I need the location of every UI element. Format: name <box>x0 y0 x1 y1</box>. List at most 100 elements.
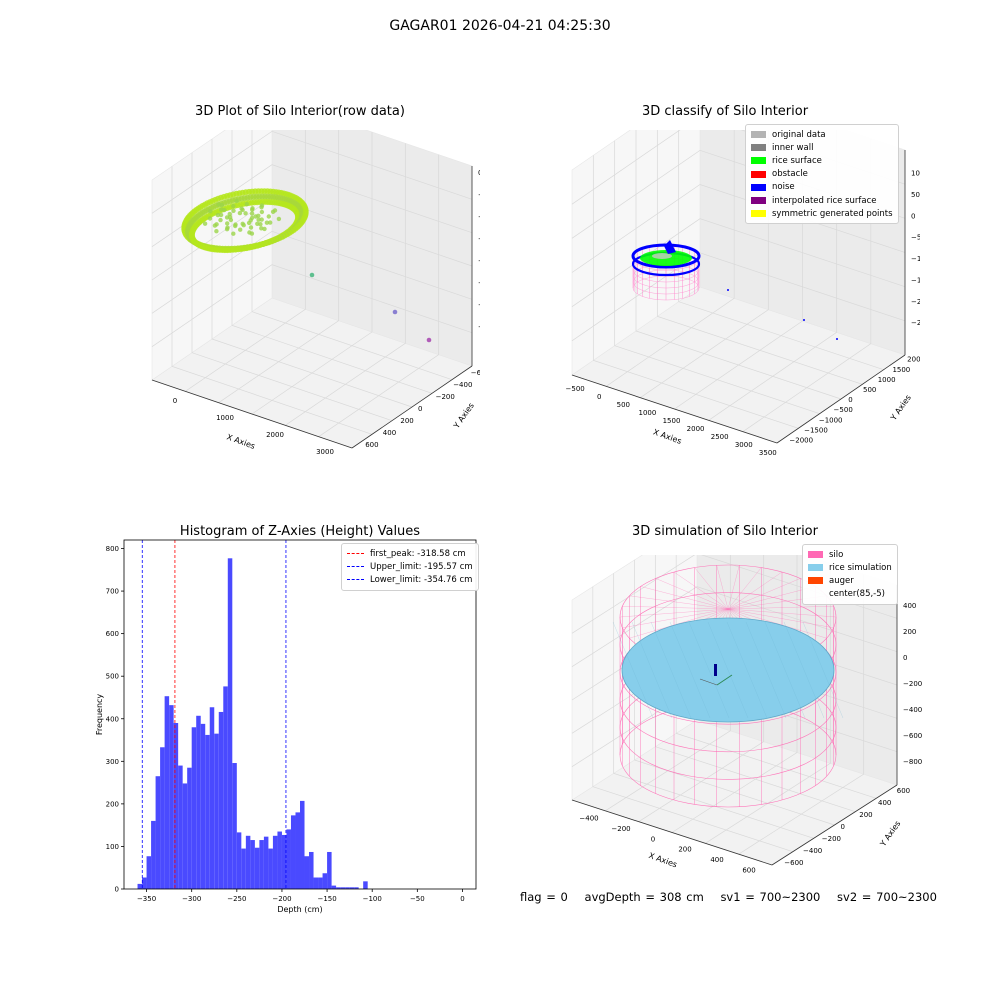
histogram-bar <box>178 765 183 889</box>
panel1-inner-point <box>256 217 261 222</box>
panel2-y-axis-label: Y Axies <box>888 393 913 423</box>
histogram-legend-label: first_peak: -318.58 cm <box>370 548 466 559</box>
silo-roof-line <box>716 565 729 610</box>
panel1-z-tick-label: −250 <box>478 191 480 199</box>
panel4-x-tick-label: 200 <box>678 846 691 854</box>
panel1-y-tick-label: 200 <box>400 417 413 425</box>
panel2-z-tick-label: 0 <box>911 212 915 220</box>
histogram-bar <box>277 831 282 889</box>
panel1-y-axis-line <box>351 365 473 449</box>
histogram-y-tick-label: 200 <box>106 800 119 808</box>
panel2-z-tick-label: −1000 <box>911 255 920 263</box>
histogram-legend-item: first_peak: -318.58 cm <box>347 547 473 560</box>
panel1-inner-point <box>207 216 213 221</box>
histogram-bar <box>263 836 269 889</box>
auger-arm <box>716 674 733 686</box>
panel2-legend-item: rice surface <box>751 154 893 167</box>
histogram-bar <box>218 711 224 889</box>
panel1-inner-point <box>227 215 233 220</box>
panel4-z-tick-label: 400 <box>903 602 916 610</box>
panel1-inner-point <box>244 202 249 207</box>
histogram-x-tick-label: −350 <box>137 895 156 903</box>
histogram-y-tick-label: 100 <box>106 843 119 851</box>
panel4-z-tick-label: −800 <box>903 758 922 766</box>
panel2-z-tick-label: −500 <box>911 234 920 242</box>
panel2-x-tick-label: 1000 <box>638 409 656 417</box>
panel2-z-tick-label: −2000 <box>911 298 920 306</box>
panel1-inner-point <box>253 214 258 219</box>
panel4-legend-swatch <box>808 564 823 572</box>
panel1-box <box>151 130 473 449</box>
histogram-bar <box>254 847 260 889</box>
panel2-legend-item: interpolated rice surface <box>751 194 893 207</box>
histogram-bar <box>363 881 368 889</box>
histogram-legend-line <box>347 566 364 568</box>
silo-roof-line <box>629 595 729 610</box>
histogram-bar <box>209 707 215 889</box>
panel1-inner-point <box>233 222 238 227</box>
histogram-x-tick-label: −150 <box>317 895 336 903</box>
histogram-bar <box>340 887 346 889</box>
histogram-bar <box>155 776 161 889</box>
histogram-bar <box>345 887 350 889</box>
panel1-inner-point <box>248 218 253 223</box>
histogram-y-tick-label: 0 <box>115 886 119 894</box>
panel1-inner-point <box>214 222 219 227</box>
panel1-3d-plot: 01000200030006004002000−200−400−6000−250… <box>151 130 480 456</box>
histogram-bar <box>245 835 251 889</box>
panel1-inner-point <box>259 209 265 215</box>
panel1-inner-point <box>222 207 227 213</box>
panel2-legend-item: inner wall <box>751 141 893 154</box>
panel1-inner-point <box>250 207 255 212</box>
panel1-z-tick-label: 0 <box>478 169 480 177</box>
panel4-x-tick-label: −200 <box>611 825 630 833</box>
panel4-legend-swatch <box>808 591 823 598</box>
panel1-inner-point <box>231 231 236 236</box>
histogram-x-tick-label: −250 <box>227 895 246 903</box>
panel4-x-tick-label: 600 <box>742 867 755 875</box>
silo-roof-line <box>727 571 783 610</box>
panel4-y-tick-label: 600 <box>897 787 910 795</box>
panel2-grid <box>678 130 884 370</box>
histogram-bar <box>327 851 332 889</box>
histogram-bar <box>250 840 255 889</box>
panel4-legend-label: silo <box>829 549 844 560</box>
histogram-bar <box>182 783 188 889</box>
panel2-y-tick-label: −500 <box>834 406 853 414</box>
panel1-inner-point <box>259 205 264 210</box>
rice-simulation-grid <box>745 621 787 719</box>
panel4-grid <box>675 555 877 799</box>
status-avg-depth: avgDepth = 308 cm <box>584 890 704 904</box>
panel4-legend-item: silo <box>808 548 892 561</box>
panel1-inner-point <box>225 225 230 230</box>
status-sv2: sv2 = 700~2300 <box>837 890 937 904</box>
silo-roof-line <box>622 606 729 610</box>
rice-simulation-grid <box>707 621 749 719</box>
status-sv1: sv1 = 700~2300 <box>720 890 821 904</box>
panel4-legend-swatch <box>808 551 823 559</box>
histogram-bar <box>214 733 219 889</box>
panel4-legend: silo rice simulation auger center(85,-5) <box>802 544 898 605</box>
panel4-legend-label: center(85,-5) <box>829 589 885 600</box>
panel4-y-axis-label: Y Axies <box>878 819 903 849</box>
panel1-y-tick-label: −400 <box>453 381 472 389</box>
panel1-inner-point <box>214 229 219 234</box>
figure-title: GAGAR01 2026-04-21 04:25:30 <box>389 18 611 34</box>
silo-roof-line <box>673 571 729 610</box>
panel2-y-tick-label: −2000 <box>789 437 813 445</box>
panel4-z-tick-label: 0 <box>903 654 907 662</box>
histogram-y-tick-label: 400 <box>106 715 119 723</box>
panel1-title: 3D Plot of Silo Interior(row data) <box>195 104 405 119</box>
panel4-x-axis-label: X Axies <box>647 851 678 870</box>
histogram-bar <box>223 686 228 889</box>
panel4-title: 3D simulation of Silo Interior <box>632 524 818 539</box>
panel2-noise-cluster <box>664 240 676 254</box>
histogram-bar <box>232 763 237 889</box>
panel2-z-tick-label: 500 <box>911 191 920 199</box>
histogram-legend-line <box>347 579 364 581</box>
panel2-y-axis-line <box>776 354 906 444</box>
panel1-x-tick-label: 0 <box>173 397 177 405</box>
histogram-bar <box>313 877 319 889</box>
histogram-y-tick-label: 600 <box>106 630 119 638</box>
panel2-legend-item: noise <box>751 181 893 194</box>
